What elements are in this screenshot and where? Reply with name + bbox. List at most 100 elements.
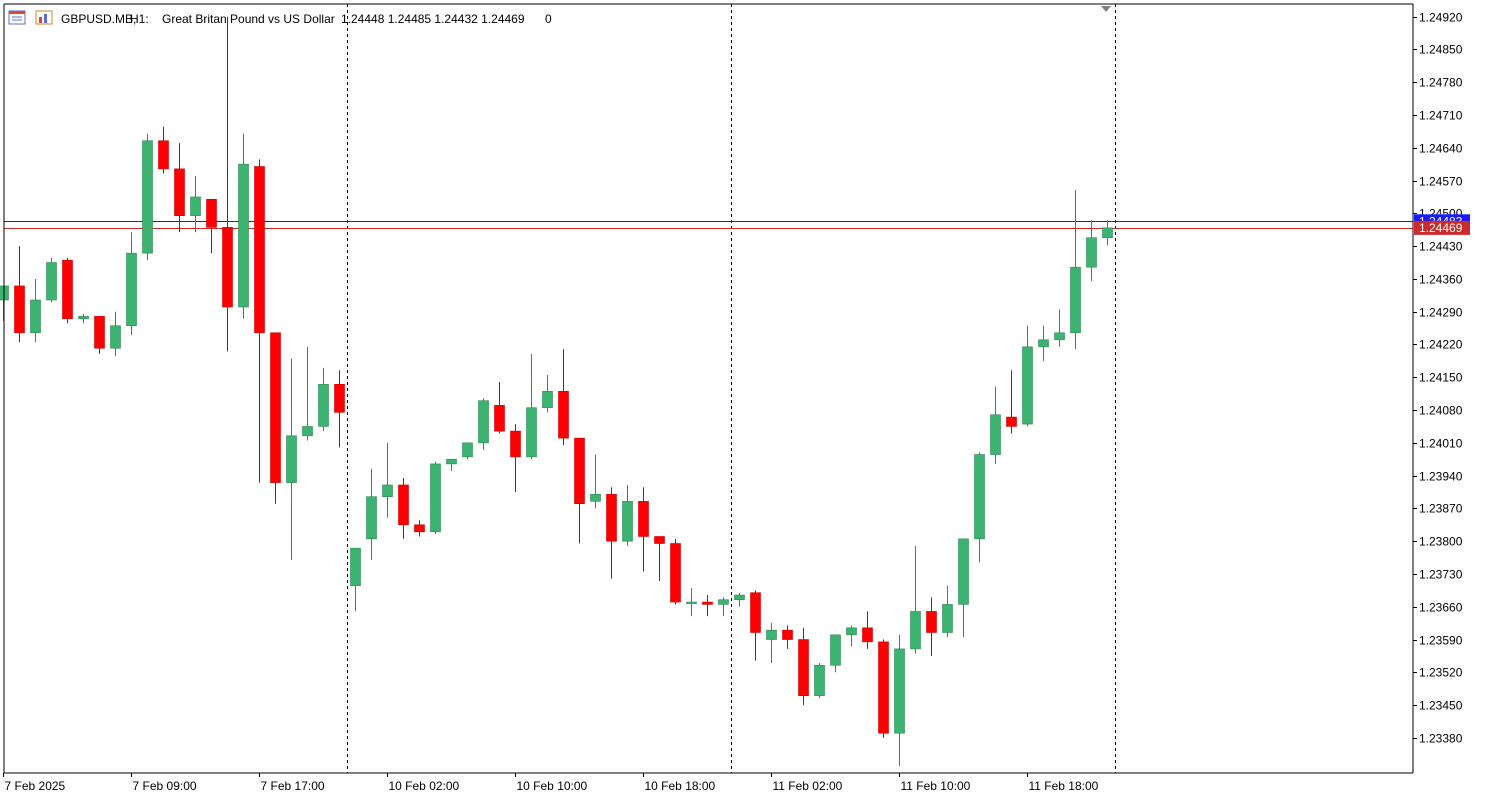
bull-candle-body	[542, 391, 553, 409]
day-separators	[347, 4, 1116, 773]
candle	[590, 454, 601, 509]
bull-candle-body	[1086, 237, 1097, 268]
description-label: Great Britan Pound vs US Dollar	[162, 12, 335, 26]
candle	[1086, 220, 1097, 282]
candle	[670, 538, 681, 605]
price-tick-label: 1.24220	[1419, 338, 1463, 352]
bear-candle-body	[494, 405, 505, 432]
candle	[942, 585, 953, 638]
candle	[526, 353, 537, 460]
candle	[206, 198, 217, 254]
bull-candle-body	[622, 501, 633, 542]
candle	[926, 597, 937, 656]
price-axis: 1.24920 1.24850 1.24780 1.24710 1.24640 1.245…	[1413, 11, 1463, 746]
bear-candle-body	[334, 383, 345, 413]
candle	[190, 175, 201, 233]
candle	[302, 346, 313, 441]
candle	[766, 623, 777, 663]
bear-candle-body	[174, 168, 185, 216]
time-tick-label: 10 Feb 18:00	[645, 779, 716, 793]
candle	[1070, 189, 1081, 350]
bear-candle-body	[1006, 416, 1017, 427]
bear-candle-body	[14, 285, 25, 334]
bull-candle-body	[686, 601, 697, 604]
bear-candle-body	[606, 494, 617, 542]
candle	[254, 159, 265, 483]
bull-candle-body	[238, 163, 249, 308]
bid-price-label-text: 1.24469	[1419, 221, 1463, 235]
bull-candle-body	[462, 442, 473, 458]
candle	[718, 597, 729, 617]
bull-candle-body	[1102, 227, 1113, 238]
candle	[878, 639, 889, 738]
candle	[430, 461, 441, 535]
bid-price-label-box	[1414, 220, 1470, 235]
time-axis: 7 Feb 2025 7 Feb 09:00 7 Feb 17:00 10 Feb 0…	[3, 773, 1099, 793]
bear-candle-body	[798, 639, 809, 697]
candle	[974, 452, 985, 563]
bull-candle-body	[126, 252, 137, 327]
candle	[862, 611, 873, 649]
symbol-label: GBPUSD.MB,	[61, 12, 136, 26]
candle	[558, 349, 569, 446]
bear-candle-body	[62, 259, 73, 320]
candle	[990, 386, 1001, 464]
price-tick-label: 1.23450	[1419, 699, 1463, 713]
bear-candle-body	[782, 629, 793, 640]
candle	[382, 442, 393, 518]
chart-window-icon[interactable]	[8, 10, 26, 25]
candle	[398, 477, 409, 539]
candle	[334, 370, 345, 448]
candle	[782, 625, 793, 649]
time-tick-label: 10 Feb 02:00	[389, 779, 460, 793]
candle	[446, 458, 457, 471]
bull-candle-body	[382, 484, 393, 497]
price-tick-label: 1.24150	[1419, 371, 1463, 385]
candle	[270, 332, 281, 504]
candle	[78, 314, 89, 324]
bull-candle-body	[974, 454, 985, 540]
candle	[462, 442, 473, 460]
candle	[46, 257, 57, 303]
bull-candle-body	[1054, 332, 1065, 341]
bear-candle-body	[702, 601, 713, 605]
bull-candle-body	[942, 604, 953, 633]
candle	[958, 538, 969, 638]
price-tick-label: 1.23380	[1419, 732, 1463, 746]
ohlc-values: 1.24448 1.24485 1.24432 1.24469	[341, 12, 525, 26]
candle	[94, 316, 105, 354]
price-tick-label: 1.24920	[1419, 11, 1463, 25]
chart-shift-marker-icon[interactable]	[1101, 6, 1111, 12]
price-tick-label: 1.24080	[1419, 404, 1463, 418]
bear-candle-body	[878, 641, 889, 734]
candle	[62, 257, 73, 324]
bull-candle-body	[302, 426, 313, 437]
price-tick-label: 1.23520	[1419, 666, 1463, 680]
candle	[654, 536, 665, 581]
candle	[414, 520, 425, 537]
candle	[174, 143, 185, 233]
bear-candle-body	[670, 543, 681, 603]
indicator-icon[interactable]	[35, 10, 53, 25]
candle	[606, 487, 617, 579]
price-tick-label: 1.23730	[1419, 568, 1463, 582]
candle	[798, 627, 809, 706]
candle	[30, 278, 41, 343]
time-tick-label: 7 Feb 09:00	[133, 779, 197, 793]
candle	[110, 311, 121, 357]
bull-candle-body	[110, 325, 121, 349]
bull-candle-body	[350, 547, 361, 586]
candle	[1038, 325, 1049, 361]
bull-candle-body	[734, 594, 745, 601]
bear-candle-body	[574, 437, 585, 505]
bear-candle-body	[94, 316, 105, 349]
time-tick-label: 11 Feb 02:00	[773, 779, 843, 793]
bear-candle-body	[222, 227, 233, 308]
price-tick-label: 1.24010	[1419, 437, 1463, 451]
price-tick-label: 1.24640	[1419, 142, 1463, 156]
bear-candle-body	[862, 627, 873, 643]
timeframe-label: H1:	[130, 12, 149, 26]
price-tick-label: 1.24360	[1419, 273, 1463, 287]
